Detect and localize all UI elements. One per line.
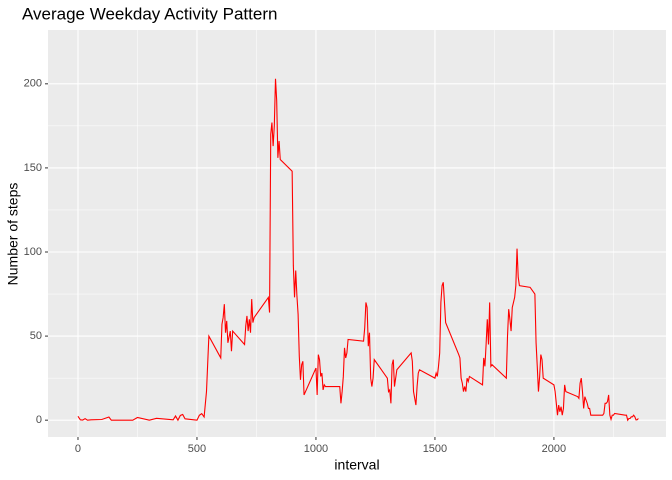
y-tick-label: 100 [24,246,42,258]
y-tick-label: 50 [30,330,42,342]
chart-title: Average Weekday Activity Pattern [22,4,277,23]
x-tick-label: 500 [188,443,206,455]
x-tick-label: 2000 [542,443,566,455]
y-axis-title: Number of steps [5,183,21,286]
panel [48,30,666,437]
x-axis-title: interval [334,457,379,473]
x-tick-label: 0 [75,443,81,455]
y-tick-label: 200 [24,78,42,90]
y-tick-label: 0 [36,414,42,426]
y-tick-label: 150 [24,162,42,174]
x-tick-label: 1500 [423,443,447,455]
data-line [77,78,639,422]
x-tick-label: 1000 [304,443,328,455]
